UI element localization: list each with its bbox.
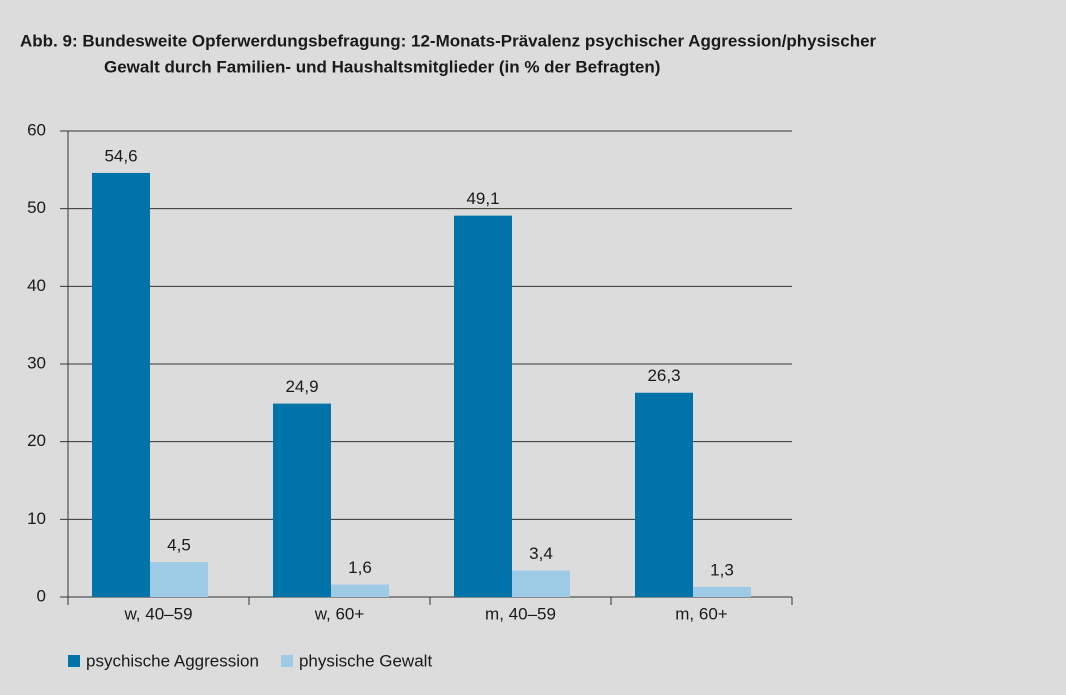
data-label: 49,1 bbox=[466, 189, 499, 208]
bar bbox=[512, 570, 570, 597]
y-tick-label: 60 bbox=[27, 120, 46, 139]
data-label: 3,4 bbox=[529, 544, 553, 563]
bar bbox=[331, 584, 389, 597]
data-label: 24,9 bbox=[285, 377, 318, 396]
x-tick-label: m, 60+ bbox=[675, 604, 728, 623]
bar bbox=[150, 562, 208, 597]
bar bbox=[635, 392, 693, 597]
data-label: 1,6 bbox=[348, 558, 372, 577]
data-label: 1,3 bbox=[710, 560, 734, 579]
chart-title: Gewalt durch Familien- und Haushaltsmitg… bbox=[104, 57, 660, 76]
bar bbox=[273, 403, 331, 597]
data-label: 26,3 bbox=[647, 366, 680, 385]
y-tick-label: 10 bbox=[27, 509, 46, 528]
bar bbox=[693, 586, 751, 597]
chart-title: Abb. 9: Bundesweite Opferwerdungsbefragu… bbox=[20, 31, 877, 50]
y-tick-label: 40 bbox=[27, 276, 46, 295]
y-tick-label: 50 bbox=[27, 198, 46, 217]
x-tick-label: w, 40–59 bbox=[123, 604, 192, 623]
data-label: 4,5 bbox=[167, 536, 191, 555]
legend-label: physische Gewalt bbox=[299, 651, 433, 670]
y-tick-label: 20 bbox=[27, 431, 46, 450]
y-tick-label: 0 bbox=[37, 586, 46, 605]
legend-swatch bbox=[280, 655, 293, 667]
x-tick-label: w, 60+ bbox=[314, 604, 365, 623]
x-tick-label: m, 40–59 bbox=[485, 604, 556, 623]
bar bbox=[454, 215, 512, 597]
bar bbox=[92, 172, 150, 597]
legend-label: psychische Aggression bbox=[86, 651, 259, 670]
data-label: 54,6 bbox=[104, 146, 137, 165]
legend-swatch bbox=[68, 655, 80, 667]
y-tick-label: 30 bbox=[27, 353, 46, 372]
